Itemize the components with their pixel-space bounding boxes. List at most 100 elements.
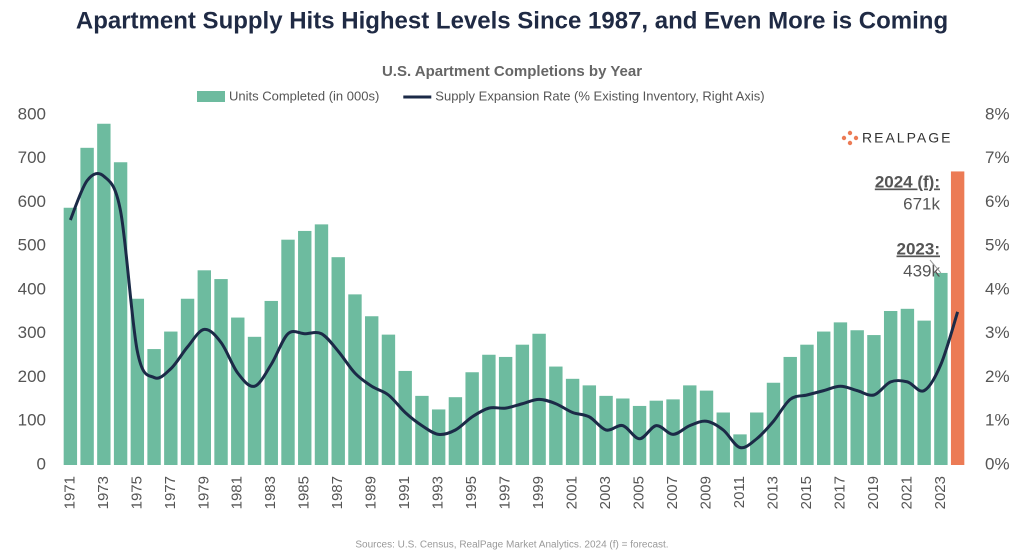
annotation-value: 439k (903, 261, 940, 280)
legend-swatch (197, 91, 225, 102)
x-tick-label: 2017 (831, 476, 848, 509)
bar (398, 370, 412, 465)
bar (298, 230, 312, 465)
x-tick-label: 2005 (631, 476, 648, 509)
bar (883, 311, 898, 465)
bar (264, 300, 278, 465)
x-tick-label: 1985 (296, 476, 313, 509)
chart-subtitle: U.S. Apartment Completions by Year (382, 63, 642, 80)
bar (314, 224, 329, 465)
y-tick-label: 700 (18, 148, 46, 167)
bar (632, 405, 647, 465)
bar (833, 322, 848, 465)
bar (381, 334, 396, 465)
annotation-title: 2024 (f): (875, 172, 940, 191)
x-tick-label: 1997 (497, 476, 514, 509)
x-tick-label: 2013 (764, 476, 781, 509)
bar (482, 354, 496, 465)
bar (917, 320, 931, 465)
x-tick-label: 1981 (229, 476, 246, 509)
annotation-value: 671k (903, 194, 940, 213)
y-tick-label: 300 (18, 323, 46, 342)
bar (766, 382, 781, 465)
bar (800, 344, 814, 465)
bar (214, 279, 228, 465)
x-tick-label: 2007 (664, 476, 681, 509)
y-tick-label: 400 (18, 279, 46, 298)
bar (97, 123, 111, 465)
bar (582, 385, 597, 465)
bar (180, 298, 195, 465)
bar (247, 336, 262, 465)
x-tick-label: 1995 (463, 476, 480, 509)
bar (616, 398, 630, 465)
x-tick-label: 2009 (697, 476, 714, 509)
x-tick-label: 1973 (95, 476, 112, 509)
x-tick-label: 1983 (262, 476, 279, 509)
bar (934, 272, 948, 465)
logo: REALPAGE (841, 130, 952, 146)
y2-tick-label: 8% (985, 104, 1010, 123)
bar (130, 298, 145, 465)
bar (783, 356, 797, 465)
logo-text: REALPAGE (862, 130, 952, 146)
source-note: Sources: U.S. Census, RealPage Market An… (355, 540, 668, 551)
x-tick-label: 1979 (195, 476, 212, 509)
bar (565, 378, 580, 465)
annotation-title: 2023: (897, 239, 940, 258)
bar (666, 399, 680, 465)
y-tick-label: 200 (18, 367, 46, 386)
x-tick-label: 2019 (865, 476, 882, 509)
x-tick-label: 1999 (530, 476, 547, 509)
bar (231, 317, 245, 465)
bar (415, 395, 429, 465)
x-tick-label: 2023 (932, 476, 949, 509)
bar (365, 316, 379, 465)
x-tick-label: 2015 (798, 476, 815, 509)
x-tick-label: 2001 (564, 476, 581, 509)
bar (699, 390, 714, 465)
line (68, 171, 960, 450)
x-tick-label: 2021 (898, 476, 915, 509)
bar (817, 331, 831, 465)
y2-tick-label: 7% (985, 148, 1010, 167)
x-tick-label: 1987 (329, 476, 346, 509)
y2-tick-label: 3% (985, 323, 1010, 342)
bar (331, 257, 345, 465)
y2-tick-label: 2% (985, 367, 1010, 386)
x-tick-label: 2003 (597, 476, 614, 509)
bar (649, 400, 663, 465)
y-tick-label: 0 (37, 454, 46, 473)
logo-dot (853, 135, 859, 141)
x-tick-label: 1993 (430, 476, 447, 509)
y-tick-label: 600 (18, 192, 46, 211)
bar (80, 147, 94, 465)
y2-tick-label: 0% (985, 454, 1010, 473)
y2-tick-label: 4% (985, 279, 1010, 298)
logo-dot (847, 130, 853, 136)
bar (498, 356, 513, 465)
y2-tick-label: 5% (985, 236, 1010, 255)
logo-dot (841, 135, 847, 141)
y2-tick-label: 1% (985, 411, 1010, 430)
bar (197, 270, 211, 465)
annotation-leader (929, 259, 942, 274)
x-tick-label: 1989 (363, 476, 380, 509)
x-tick-label: 1991 (396, 476, 413, 509)
x-tick-label: 1971 (61, 476, 78, 509)
bar (348, 294, 362, 465)
bar (733, 434, 747, 465)
y-tick-label: 800 (18, 104, 46, 123)
y-tick-label: 100 (18, 411, 46, 430)
bar (431, 409, 446, 465)
legend-label: Units Completed (in 000s) (229, 88, 379, 103)
bar (950, 171, 965, 465)
legend-label: Supply Expansion Rate (% Existing Invent… (435, 88, 764, 103)
bar (867, 335, 881, 465)
x-tick-label: 1975 (128, 476, 145, 509)
bar (281, 239, 295, 465)
y2-tick-label: 6% (985, 192, 1010, 211)
bar (716, 412, 730, 465)
logo-dot (847, 140, 853, 146)
